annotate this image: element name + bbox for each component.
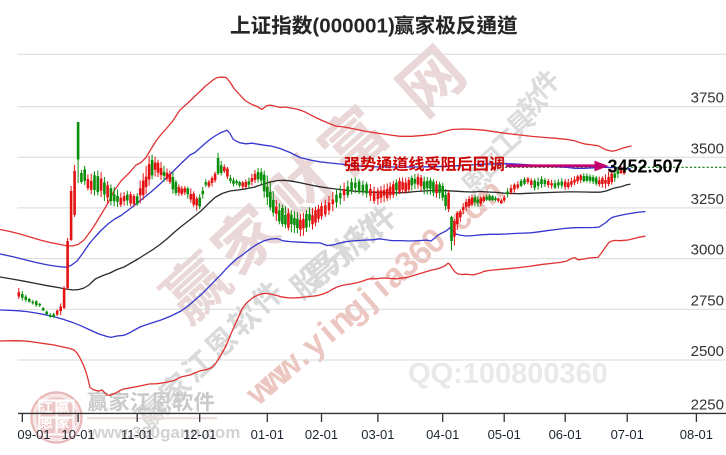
- svg-text:12-01: 12-01: [183, 427, 216, 442]
- svg-text:2750: 2750: [691, 292, 724, 309]
- svg-text:06-01: 06-01: [549, 427, 582, 442]
- svg-text:3452.507: 3452.507: [608, 157, 683, 177]
- svg-text:02-01: 02-01: [305, 427, 338, 442]
- svg-text:08-01: 08-01: [680, 427, 713, 442]
- svg-text:01-01: 01-01: [251, 427, 284, 442]
- svg-text:05-01: 05-01: [488, 427, 521, 442]
- svg-text:www.360gann.com: www.360gann.com: [87, 423, 240, 442]
- svg-text:10-01: 10-01: [61, 427, 94, 442]
- svg-text:QQ:100800360: QQ:100800360: [408, 358, 608, 390]
- svg-text:(000001): (000001): [312, 15, 394, 38]
- svg-text:3750: 3750: [691, 90, 724, 107]
- svg-text:07-01: 07-01: [611, 427, 644, 442]
- svg-text:04-01: 04-01: [426, 427, 459, 442]
- svg-text:2500: 2500: [691, 343, 724, 360]
- svg-text:11-01: 11-01: [121, 427, 153, 442]
- svg-text:09-01: 09-01: [17, 427, 50, 442]
- svg-text:2250: 2250: [691, 397, 724, 414]
- svg-text:3000: 3000: [691, 242, 724, 259]
- svg-text:3250: 3250: [691, 191, 724, 208]
- svg-text:3500: 3500: [691, 140, 724, 157]
- svg-text:03-01: 03-01: [361, 427, 394, 442]
